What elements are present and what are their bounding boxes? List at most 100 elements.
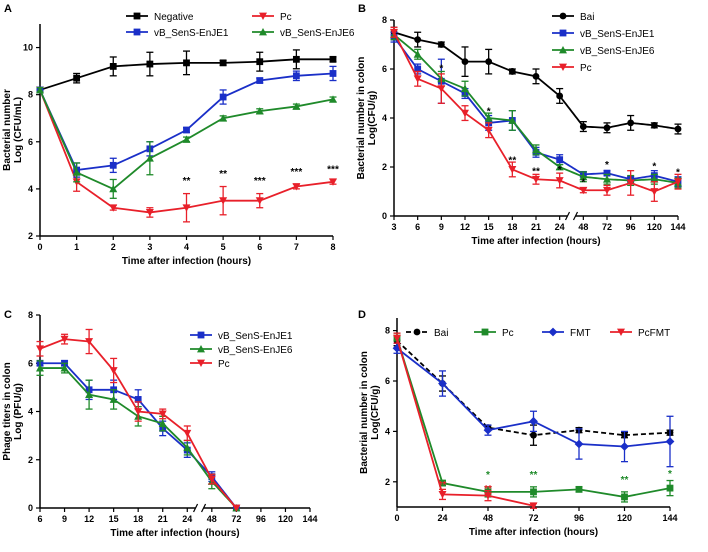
x-tick-label: 96: [626, 222, 636, 232]
data-point: [484, 114, 493, 122]
axis-break-mark: [201, 503, 207, 513]
series-line: [393, 31, 561, 97]
legend-entry: PcFMT: [610, 328, 670, 339]
legend-entry: Pc: [252, 12, 292, 23]
y-tick-label: 2: [28, 231, 33, 241]
significance-annotation: **: [508, 155, 516, 166]
significance-annotation: ***: [291, 167, 303, 178]
x-tick-label: 72: [528, 513, 538, 523]
data-point: [665, 437, 675, 446]
y-tick-label: 0: [28, 503, 33, 513]
data-point: [555, 163, 564, 171]
series-line: [558, 95, 679, 130]
y-tick-label: 8: [28, 90, 33, 100]
series-pcfmt: [393, 332, 538, 510]
y-tick-label: 6: [385, 376, 390, 386]
y-axis-title-line1: Phage titers in colon: [2, 362, 13, 460]
data-point: [36, 345, 44, 353]
data-point: [134, 396, 142, 403]
legend-label: Pc: [280, 12, 292, 23]
data-point: [627, 119, 635, 127]
legend-label: vB_SenS-EnJE1: [218, 331, 293, 342]
data-point: [530, 488, 537, 496]
y-tick-label: 2: [385, 477, 390, 487]
legend-entry: Bai: [552, 12, 594, 23]
data-point: [461, 58, 469, 66]
data-point: [556, 92, 564, 100]
data-point: [461, 84, 469, 92]
axis-break-mark: [564, 211, 571, 221]
series-line: [559, 179, 679, 193]
data-point: [134, 408, 143, 416]
data-point: [579, 172, 588, 181]
series-pc: [36, 328, 241, 512]
data-point: [555, 177, 564, 185]
data-point: [532, 175, 540, 184]
x-tick-label: 96: [574, 513, 584, 523]
legend-label: Pc: [218, 359, 230, 370]
data-point: [603, 124, 611, 132]
legend-marker: [559, 12, 567, 20]
series-line: [39, 72, 334, 172]
data-point: [579, 123, 587, 130]
x-tick-label: 120: [647, 222, 662, 232]
significance-annotation: ***: [327, 164, 339, 175]
data-point: [109, 367, 118, 375]
x-tick-label: 72: [231, 514, 241, 524]
data-point: [626, 179, 635, 187]
significance-annotation: *: [676, 168, 680, 179]
data-point: [603, 175, 611, 183]
data-point: [556, 156, 564, 164]
legend-label: Pc: [502, 328, 514, 339]
series-vb-sens-enje6: [36, 85, 337, 199]
data-point: [603, 169, 611, 177]
legend-label: vB_SenS-EnJE6: [580, 46, 655, 57]
y-tick-label: 2: [28, 455, 33, 465]
data-point: [484, 126, 493, 135]
data-point: [219, 93, 227, 101]
x-tick-label: 7: [294, 242, 299, 252]
significance-annotation: **: [532, 166, 540, 177]
data-point: [532, 72, 540, 80]
x-tick-label: 8: [330, 242, 335, 252]
x-tick-label: 9: [62, 514, 67, 524]
legend-entry: vB_SenS-EnJE1: [190, 331, 293, 342]
axis-break-gap: [567, 212, 576, 220]
legend-marker: [559, 63, 567, 71]
legend-entry: vB_SenS-EnJE1: [126, 28, 229, 39]
panel-label-d: D: [358, 309, 366, 321]
data-point: [484, 492, 492, 500]
x-tick-label: 3: [147, 242, 152, 252]
data-point: [109, 184, 118, 193]
significance-annotation: *: [652, 161, 656, 172]
data-point: [183, 59, 190, 67]
data-point: [674, 178, 682, 186]
series-line: [559, 158, 679, 183]
y-tick-label: 0: [382, 211, 387, 221]
y-axis-title-line1: Bacterial number: [2, 89, 13, 171]
data-point: [329, 178, 337, 186]
x-tick-label: 15: [109, 514, 119, 524]
x-axis-title: Time after infection (hours): [469, 527, 598, 538]
x-tick-label: 4: [184, 242, 189, 252]
significance-annotation: ***: [254, 176, 266, 187]
data-point: [393, 334, 401, 343]
data-point: [73, 74, 81, 82]
significance-annotation: **: [219, 169, 227, 180]
data-point: [145, 154, 154, 162]
significance-annotation: **: [439, 480, 447, 491]
panel-label-a: A: [4, 3, 12, 15]
significance-annotation: **: [183, 176, 191, 187]
y-axis-title-line2: Log(CFU/g): [367, 91, 378, 145]
data-point: [390, 28, 398, 37]
x-tick-label: 1: [74, 242, 79, 252]
y-tick-label: 4: [382, 113, 387, 123]
data-point: [255, 197, 264, 205]
data-point: [438, 491, 447, 499]
y-axis-title-line2: Log (CFU/mL): [13, 97, 24, 163]
data-point: [532, 145, 540, 154]
data-point: [508, 166, 517, 174]
x-tick-label: 120: [278, 514, 293, 524]
